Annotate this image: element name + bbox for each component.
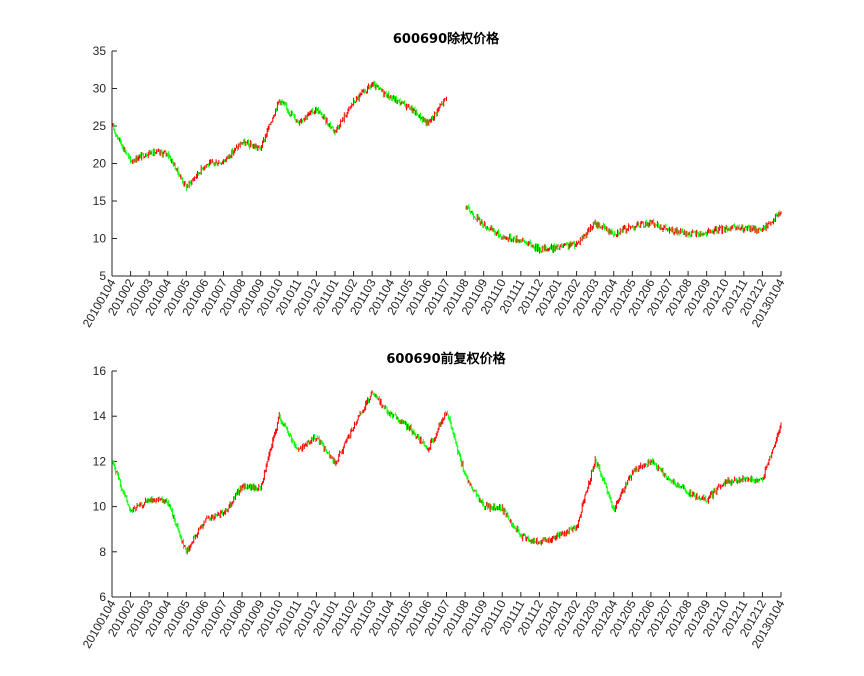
price-series [465, 204, 782, 254]
y-tick-label: 15 [93, 194, 107, 208]
y-tick-label: 10 [93, 500, 107, 514]
price-series [112, 80, 447, 192]
y-tick-label: 25 [93, 119, 107, 133]
y-tick-label: 35 [93, 44, 107, 58]
price-series [112, 390, 782, 555]
chart-title: 600690前复权价格 [386, 351, 506, 367]
y-tick-label: 10 [93, 232, 107, 246]
y-tick-label: 30 [93, 82, 107, 96]
y-tick-label: 5 [99, 269, 106, 283]
y-tick-label: 8 [99, 545, 106, 559]
chart-panel-forward-adjusted: 600690前复权价格 6810121416201001042010022010… [80, 351, 788, 651]
chart-panel-ex-rights: 600690除权价格 51015202530352010010420100220… [80, 31, 788, 330]
y-tick-label: 20 [93, 157, 107, 171]
y-tick-label: 16 [93, 364, 107, 378]
y-tick-label: 14 [93, 409, 107, 423]
chart-title: 600690除权价格 [393, 31, 500, 47]
y-tick-label: 6 [99, 590, 106, 604]
y-tick-label: 12 [93, 454, 107, 468]
